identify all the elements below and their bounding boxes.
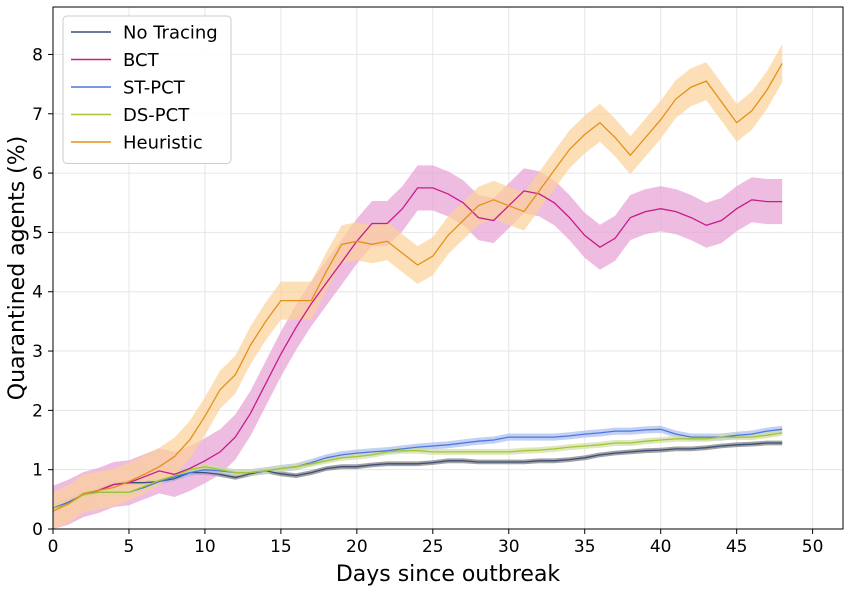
series-line-st-pct xyxy=(52,428,783,509)
x-tick-label-3: 15 xyxy=(270,537,292,557)
series-line-ds-pct xyxy=(52,432,783,509)
legend-box xyxy=(62,15,232,164)
legend-label-st-pct: ST-PCT xyxy=(123,78,186,99)
x-tick-label-0: 0 xyxy=(48,537,59,557)
x-tick-label-1: 5 xyxy=(124,537,135,557)
x-tick-label-2: 10 xyxy=(194,537,216,557)
y-axis-ticks: 0 1 2 3 4 5 6 7 8 xyxy=(32,45,53,540)
x-tick-label-4: 20 xyxy=(346,537,368,557)
plot-frame xyxy=(52,6,844,530)
x-tick-label-10: 50 xyxy=(802,537,824,557)
x-tick-label-6: 30 xyxy=(498,537,520,557)
y-tick-label-2: 2 xyxy=(32,401,43,421)
y-tick-label-3: 3 xyxy=(32,342,43,362)
y-axis-label: Quarantined agents (%) xyxy=(5,136,30,400)
y-tick-label-8: 8 xyxy=(32,45,43,65)
legend-label-ds-pct: DS-PCT xyxy=(123,105,190,126)
x-axis-label: Days since outbreak xyxy=(336,562,561,587)
x-tick-label-7: 35 xyxy=(574,537,596,557)
series-line-bct xyxy=(52,187,783,509)
series-line-heuristic xyxy=(52,63,783,512)
x-tick-label-9: 45 xyxy=(726,537,748,557)
x-axis-ticks: 0 5 10 15 20 25 30 35 40 45 50 xyxy=(48,529,824,557)
legend-label-bct: BCT xyxy=(123,50,160,71)
x-tick-label-8: 40 xyxy=(650,537,672,557)
y-tick-label-1: 1 xyxy=(32,461,43,481)
y-tick-label-6: 6 xyxy=(32,164,43,184)
y-tick-label-7: 7 xyxy=(32,105,43,125)
legend-label-heuristic: Heuristic xyxy=(123,133,203,154)
band-bct xyxy=(53,165,783,529)
x-tick-label-5: 25 xyxy=(422,537,444,557)
y-tick-label-0: 0 xyxy=(32,520,43,540)
series-line-no-tracing xyxy=(52,442,783,509)
legend: No Tracing BCT ST-PCT DS-PCT Heuristic xyxy=(62,15,232,164)
legend-label-no-tracing: No Tracing xyxy=(123,23,218,44)
series-lines xyxy=(52,63,783,512)
band-heuristic xyxy=(53,44,783,530)
y-tick-label-4: 4 xyxy=(32,283,43,303)
y-tick-label-5: 5 xyxy=(32,223,43,243)
